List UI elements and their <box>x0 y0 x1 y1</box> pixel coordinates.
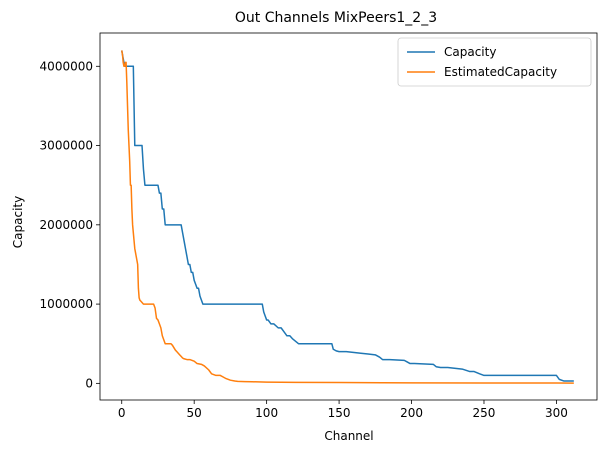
x-tick-label: 100 <box>255 406 278 420</box>
y-axis: 0 1000000 2000000 3000000 4000000 <box>40 59 100 390</box>
legend: Capacity EstimatedCapacity <box>397 37 592 87</box>
x-tick-label: 50 <box>187 406 202 420</box>
plot-area <box>99 32 598 401</box>
x-tick-label: 0 <box>118 406 126 420</box>
plot-frame <box>99 32 598 401</box>
y-tick-label: 1000000 <box>40 297 93 311</box>
y-tick-label: 2000000 <box>40 218 93 232</box>
legend-box <box>397 37 592 87</box>
y-tick-label: 0 <box>85 376 93 390</box>
x-tick-label: 200 <box>400 406 423 420</box>
legend-label-1: EstimatedCapacity <box>444 65 557 79</box>
y-axis-label: Capacity <box>11 196 25 248</box>
x-tick-label: 300 <box>545 406 568 420</box>
chart-title: Out Channels MixPeers1_2_3 <box>235 10 437 26</box>
x-tick-label: 250 <box>473 406 496 420</box>
y-tick-label: 3000000 <box>40 139 93 153</box>
legend-label-0: Capacity <box>444 45 496 59</box>
y-tick-label: 4000000 <box>40 59 93 73</box>
series-line-1 <box>120 50 574 384</box>
x-axis-label: Channel <box>324 429 373 443</box>
series-line-0 <box>120 50 574 382</box>
x-tick-label: 150 <box>328 406 351 420</box>
x-axis: 0 50 100 150 200 250 300 <box>118 400 568 420</box>
